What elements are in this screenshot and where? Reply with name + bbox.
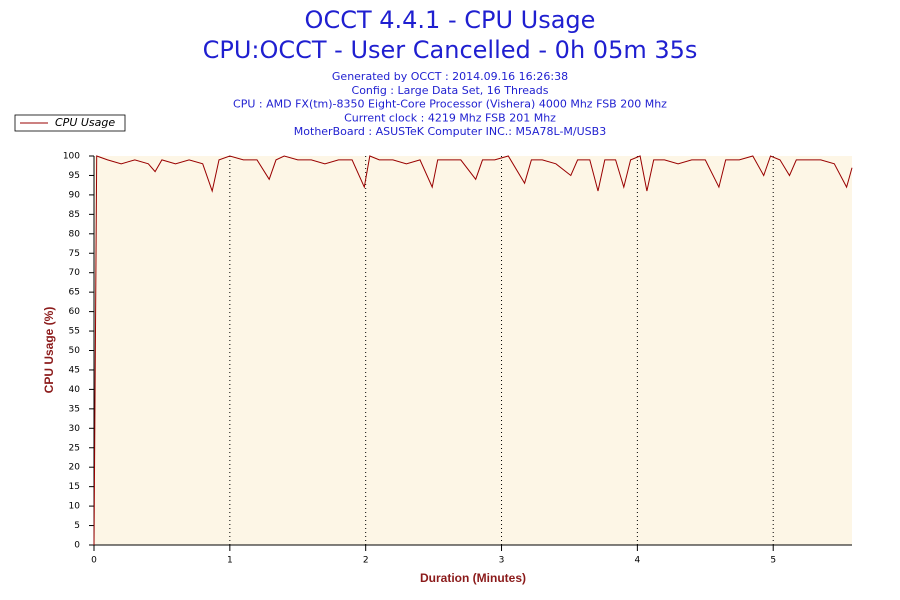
x-tick-label: 0 bbox=[91, 556, 97, 566]
x-tick-label: 5 bbox=[770, 556, 776, 566]
y-tick-label: 55 bbox=[69, 327, 80, 337]
y-tick-label: 10 bbox=[69, 502, 81, 512]
x-tick-label: 2 bbox=[363, 556, 369, 566]
info-line: Generated by OCCT : 2014.09.16 16:26:38 bbox=[332, 70, 568, 83]
x-tick-label: 3 bbox=[499, 556, 505, 566]
plot-area bbox=[94, 156, 852, 545]
y-tick-label: 45 bbox=[69, 365, 80, 375]
y-tick-label: 60 bbox=[69, 307, 81, 317]
y-tick-label: 90 bbox=[69, 190, 81, 200]
x-axis-label: Duration (Minutes) bbox=[420, 571, 526, 585]
y-axis-label: CPU Usage (%) bbox=[42, 307, 56, 394]
y-tick-label: 50 bbox=[69, 346, 81, 356]
info-line: Current clock : 4219 Mhz FSB 201 Mhz bbox=[344, 111, 556, 124]
x-tick-label: 4 bbox=[635, 556, 641, 566]
info-line: MotherBoard : ASUSTeK Computer INC.: M5A… bbox=[294, 125, 606, 138]
y-tick-label: 0 bbox=[74, 541, 80, 551]
y-tick-label: 5 bbox=[74, 521, 80, 531]
y-tick-label: 15 bbox=[69, 482, 80, 492]
chart-subtitle: CPU:OCCT - User Cancelled - 0h 05m 35s bbox=[203, 36, 698, 64]
data-line bbox=[93, 155, 853, 546]
y-tick-label: 95 bbox=[69, 171, 80, 181]
info-line: CPU : AMD FX(tm)-8350 Eight-Core Process… bbox=[233, 98, 667, 111]
y-tick-label: 100 bbox=[63, 152, 80, 162]
x-tick-label: 1 bbox=[227, 556, 233, 566]
info-line: Config : Large Data Set, 16 Threads bbox=[352, 84, 549, 97]
y-tick-label: 65 bbox=[69, 288, 80, 298]
y-tick-label: 80 bbox=[69, 229, 81, 239]
legend-box bbox=[14, 114, 126, 132]
legend-label: CPU Usage bbox=[55, 116, 115, 129]
y-tick-label: 85 bbox=[69, 210, 80, 220]
y-tick-label: 30 bbox=[69, 424, 81, 434]
y-tick-label: 25 bbox=[69, 443, 80, 453]
y-tick-label: 20 bbox=[69, 463, 81, 473]
chart-title: OCCT 4.4.1 - CPU Usage bbox=[305, 6, 596, 34]
y-tick-label: 75 bbox=[69, 249, 80, 259]
y-tick-label: 40 bbox=[69, 385, 81, 395]
y-tick-label: 70 bbox=[69, 268, 81, 278]
y-tick-label: 35 bbox=[69, 404, 80, 414]
